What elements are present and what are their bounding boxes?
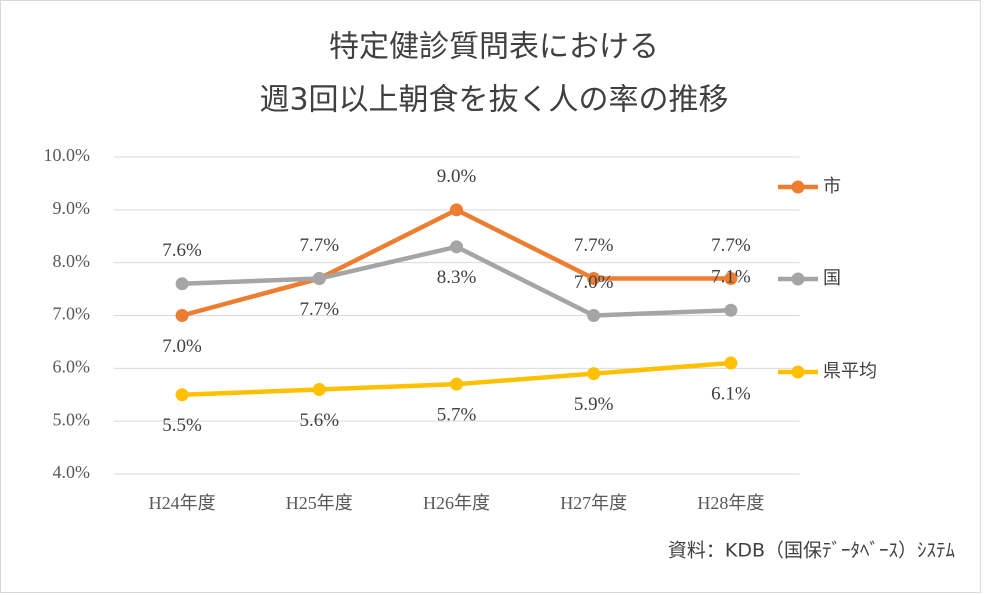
source-note: 資料：KDB（国保ﾃﾞｰﾀﾍﾞｰｽ）ｼｽﾃﾑ: [668, 540, 955, 562]
data-label: 5.6%: [300, 410, 340, 431]
data-point: [175, 277, 189, 291]
data-point: [724, 303, 738, 317]
y-tick-label: 9.0%: [53, 198, 91, 218]
x-tick-label: H28年度: [697, 493, 764, 513]
y-tick-label: 5.0%: [53, 409, 91, 429]
legend-label: 市: [823, 176, 841, 197]
x-tick-label: H26年度: [423, 493, 490, 513]
data-point: [587, 367, 601, 381]
data-point: [312, 272, 326, 286]
data-label: 6.1%: [711, 383, 751, 404]
x-tick-label: H25年度: [286, 493, 353, 513]
x-tick-label: H24年度: [149, 493, 216, 513]
data-label: 7.6%: [162, 240, 202, 261]
data-point: [450, 240, 463, 254]
data-point: [724, 272, 738, 286]
data-label: 7.7%: [711, 235, 751, 256]
data-label: 5.7%: [437, 405, 477, 426]
y-tick-label: 6.0%: [53, 356, 91, 376]
legend-label: 県平均: [823, 361, 877, 382]
chart-title: 週3回以上朝食を抜く人の率の推移: [259, 83, 728, 118]
data-label: 7.0%: [162, 336, 202, 357]
data-label: 7.7%: [300, 299, 340, 320]
data-point: [587, 272, 601, 286]
data-label: 7.7%: [574, 235, 614, 256]
x-tick-label: H27年度: [560, 493, 627, 513]
data-label: 7.7%: [300, 235, 340, 256]
data-point: [450, 203, 463, 217]
data-point: [450, 377, 463, 391]
data-label: 7.0%: [574, 272, 614, 293]
data-label: 8.3%: [437, 267, 477, 288]
y-tick-label: 8.0%: [53, 251, 91, 271]
legend-marker: [791, 365, 805, 379]
legend-marker: [791, 272, 805, 286]
y-tick-label: 7.0%: [53, 304, 91, 324]
y-tick-label: 4.0%: [53, 462, 91, 482]
data-label: 9.0%: [437, 166, 477, 187]
data-point: [175, 309, 189, 322]
y-tick-label: 10.0%: [44, 145, 91, 165]
data-point: [175, 388, 189, 402]
data-point: [587, 309, 601, 322]
chart-title: 特定健診質問表における: [329, 30, 659, 65]
data-point: [312, 382, 326, 396]
data-point: [724, 356, 738, 370]
legend-marker: [791, 180, 805, 194]
data-label: 5.5%: [162, 415, 202, 436]
legend-label: 国: [823, 268, 841, 289]
data-label: 7.1%: [711, 267, 751, 288]
data-label: 5.9%: [574, 394, 614, 415]
